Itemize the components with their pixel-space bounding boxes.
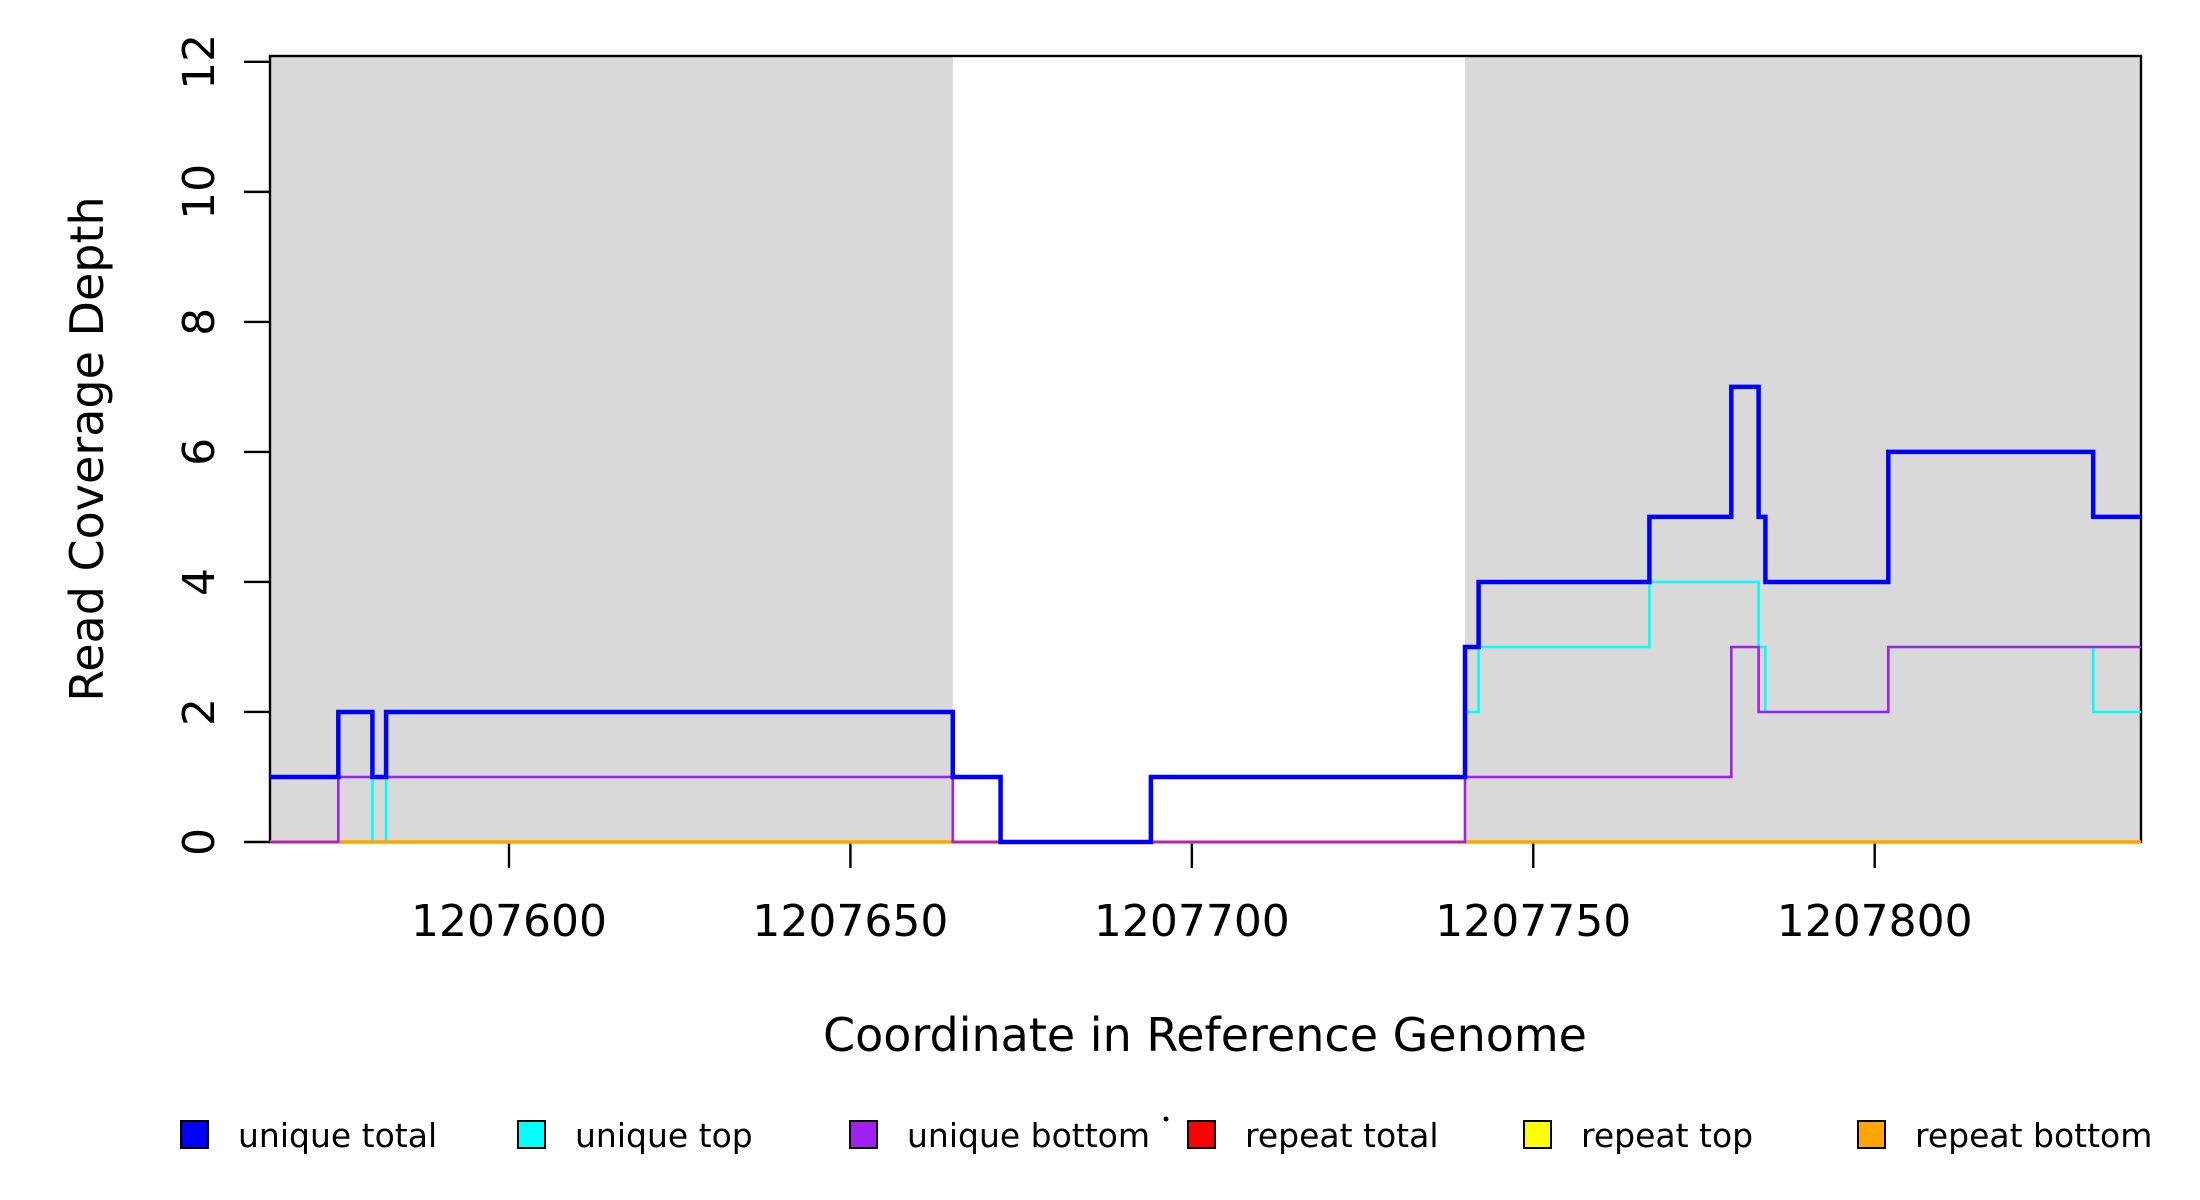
legend-label: repeat total <box>1245 1116 1439 1155</box>
legend-swatch-unique-top <box>517 1120 546 1149</box>
legend-swatch-unique-bottom <box>849 1120 878 1149</box>
x-axis-title: Coordinate in Reference Genome <box>823 1008 1587 1062</box>
stray-dot <box>1163 1116 1169 1122</box>
series-line-unique-total <box>270 384 2141 845</box>
axis-text-layer: Coordinate in Reference Genome Read Cove… <box>60 34 1973 1062</box>
legend: unique total unique top unique bottom repea… <box>180 1116 2152 1155</box>
y-tick-label: 10 <box>174 164 225 220</box>
y-tick-label: 4 <box>174 568 225 596</box>
y-tick-label: 12 <box>174 34 225 90</box>
x-tick-label: 1207650 <box>752 896 948 947</box>
x-tick-label: 1207700 <box>1094 896 1290 947</box>
legend-label: unique bottom <box>907 1116 1150 1155</box>
shading-layer <box>270 56 2141 842</box>
x-tick-label: 1207600 <box>411 896 607 947</box>
legend-label: unique top <box>575 1116 753 1155</box>
y-axis-title: Read Coverage Depth <box>60 196 114 701</box>
legend-label: unique total <box>238 1116 437 1155</box>
legend-swatch-unique-total <box>180 1120 209 1149</box>
legend-swatch-repeat-bottom <box>1857 1120 1886 1149</box>
y-tick-label: 8 <box>174 308 225 336</box>
y-tick-label: 2 <box>174 698 225 726</box>
legend-label: repeat top <box>1581 1116 1753 1155</box>
series-line-unique-bottom <box>270 645 2141 844</box>
y-tick-label: 0 <box>174 828 225 856</box>
legend-swatch-repeat-top <box>1523 1120 1552 1149</box>
legend-label: repeat bottom <box>1915 1116 2152 1155</box>
legend-swatch-repeat-total <box>1187 1120 1216 1149</box>
y-tick-label: 6 <box>174 438 225 466</box>
series-layer <box>270 384 2141 845</box>
right-repeat-region <box>1464 56 2141 842</box>
x-tick-label: 1207750 <box>1435 896 1631 947</box>
x-tick-label: 1207800 <box>1777 896 1973 947</box>
